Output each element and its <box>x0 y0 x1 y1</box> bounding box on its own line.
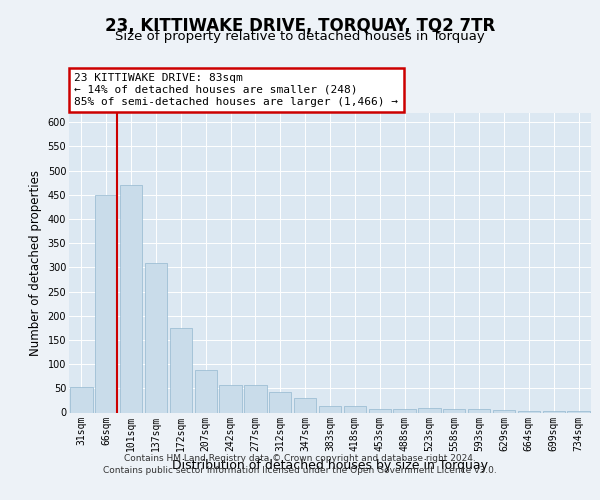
Bar <box>269 392 292 412</box>
Bar <box>443 408 466 412</box>
Bar <box>95 195 118 412</box>
Bar <box>394 408 416 412</box>
Bar <box>70 388 92 412</box>
Bar <box>220 385 242 412</box>
Bar <box>170 328 192 412</box>
Bar <box>542 411 565 412</box>
Bar <box>294 398 316 412</box>
Text: Size of property relative to detached houses in Torquay: Size of property relative to detached ho… <box>115 30 485 43</box>
Bar <box>493 410 515 412</box>
Text: Contains HM Land Registry data © Crown copyright and database right 2024.: Contains HM Land Registry data © Crown c… <box>124 454 476 463</box>
Bar <box>344 406 366 412</box>
Bar <box>368 408 391 412</box>
Text: 23, KITTIWAKE DRIVE, TORQUAY, TQ2 7TR: 23, KITTIWAKE DRIVE, TORQUAY, TQ2 7TR <box>105 18 495 36</box>
Bar <box>418 408 440 412</box>
Bar <box>145 262 167 412</box>
Bar <box>518 411 540 412</box>
Bar <box>244 385 266 412</box>
Y-axis label: Number of detached properties: Number of detached properties <box>29 170 42 356</box>
Bar <box>194 370 217 412</box>
Bar <box>468 408 490 412</box>
Text: Contains public sector information licensed under the Open Government Licence v3: Contains public sector information licen… <box>103 466 497 475</box>
Text: 23 KITTIWAKE DRIVE: 83sqm
← 14% of detached houses are smaller (248)
85% of semi: 23 KITTIWAKE DRIVE: 83sqm ← 14% of detac… <box>74 74 398 106</box>
X-axis label: Distribution of detached houses by size in Torquay: Distribution of detached houses by size … <box>172 459 488 472</box>
Bar <box>319 406 341 412</box>
Bar <box>568 411 590 412</box>
Bar <box>120 185 142 412</box>
